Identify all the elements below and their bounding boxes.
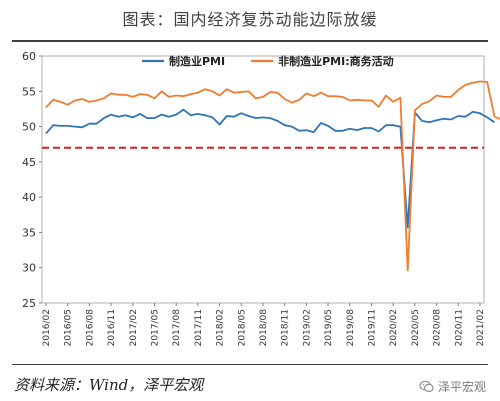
series-line [45, 108, 496, 229]
y-axis-ticks: 25 30 35 40 45 50 55 60 [22, 50, 42, 310]
x-tick-label: 2018/05 [237, 309, 247, 346]
legend-label: 制造业PMI [169, 54, 225, 68]
legend: 制造业PMI 非制造业PMI:商务活动 [142, 54, 394, 68]
x-tick-label: 2019/05 [324, 309, 334, 346]
y-tick-label: 55 [22, 85, 36, 98]
x-tick-label: 2018/11 [281, 309, 291, 346]
plot-frame [41, 55, 485, 304]
y-tick-label: 30 [22, 262, 36, 275]
watermark-text: 泽平宏观 [437, 380, 486, 394]
y-tick-label: 50 [22, 121, 36, 134]
chart-title: 图表：国内经济复苏动能边际放缓 [122, 10, 378, 29]
y-tick-label: 25 [22, 297, 36, 310]
watermark: 泽平宏观 [419, 378, 486, 395]
x-tick-label: 2016/11 [107, 309, 117, 346]
x-tick-label: 2016/08 [85, 309, 95, 347]
x-tick-label: 2019/08 [346, 309, 356, 347]
legend-label: 非制造业PMI:商务活动 [278, 54, 394, 68]
source-note: 资料来源：Wind，泽平宏观 [14, 376, 204, 394]
plot-border [41, 55, 485, 304]
x-tick-label: 2020/02 [389, 309, 399, 346]
x-tick-label: 2018/08 [259, 309, 269, 347]
x-tick-label: 2017/02 [129, 309, 139, 346]
y-tick-label: 45 [22, 156, 36, 169]
x-tick-label: 2018/02 [216, 309, 226, 346]
x-tick-label: 2017/11 [194, 309, 204, 346]
x-tick-label: 2021/02 [476, 309, 486, 346]
y-tick-label: 40 [22, 191, 36, 204]
wechat-icon [419, 380, 434, 393]
x-axis-ticks: 2016/02 2016/05 2016/08 2016/11 2017/02 2017/… [42, 303, 486, 346]
series-line [45, 80, 500, 272]
x-tick-label: 2017/05 [151, 309, 161, 346]
y-tick-label: 60 [22, 50, 36, 63]
footer-divider [12, 364, 488, 365]
x-tick-label: 2016/05 [64, 309, 74, 346]
title-divider [12, 40, 488, 42]
y-tick-label: 35 [22, 226, 36, 239]
series-lines [45, 80, 500, 272]
x-tick-label: 2020/11 [454, 309, 464, 346]
x-tick-label: 2017/08 [172, 309, 182, 347]
x-tick-label: 2020/05 [411, 309, 421, 346]
x-tick-label: 2020/08 [433, 309, 443, 347]
x-tick-label: 2019/02 [302, 309, 312, 346]
x-tick-label: 2019/11 [368, 309, 378, 346]
x-tick-label: 2016/02 [42, 309, 52, 346]
